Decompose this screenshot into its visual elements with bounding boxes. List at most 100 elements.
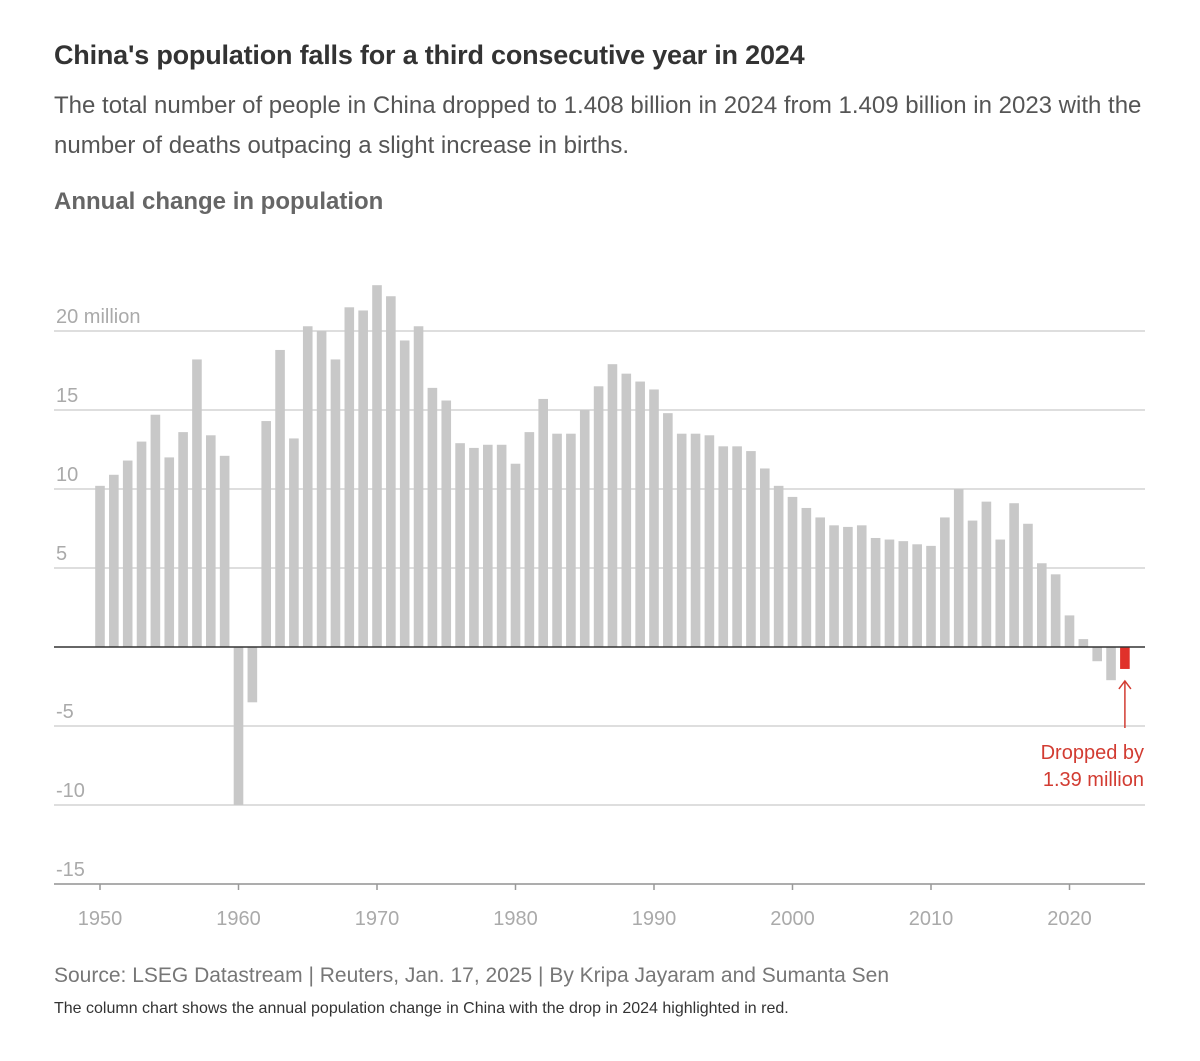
bar-2006 [870, 537, 881, 647]
x-tick-label-1950: 1950 [78, 908, 123, 930]
bar-1982 [538, 398, 548, 647]
bar-2022 [1092, 647, 1102, 662]
bar-2011 [940, 517, 950, 647]
bar-1999 [773, 485, 784, 647]
bar-1952 [122, 460, 133, 647]
bar-1987 [607, 364, 618, 647]
bar-2004 [843, 526, 853, 647]
x-tick-label-1980: 1980 [493, 908, 538, 930]
bar-1962 [261, 421, 271, 647]
bar-2019 [1050, 574, 1061, 647]
bar-2005 [856, 525, 867, 647]
y-tick-label-20: 20 million [56, 306, 140, 328]
bar-1968 [344, 307, 355, 647]
bar-2002 [815, 517, 825, 647]
chart-section-title: Annual change in population [54, 188, 384, 215]
bar-1970 [372, 285, 382, 647]
chart-subtitle: The total number of people in China drop… [54, 92, 1142, 159]
bar-1998 [760, 468, 770, 647]
bar-1967 [330, 359, 341, 647]
bar-1989 [635, 381, 645, 647]
bar-1953 [136, 441, 147, 647]
bar-2009 [912, 544, 922, 647]
annotation-arrow-head [1118, 679, 1132, 690]
x-tick-label-1990: 1990 [632, 908, 677, 930]
bar-2016 [1009, 503, 1019, 647]
annotation-line-1: Dropped by [1041, 742, 1144, 764]
bar-1988 [621, 373, 632, 647]
bar-1969 [358, 310, 368, 647]
x-tick-label-2010: 2010 [909, 908, 954, 930]
y-tick-label-15: 15 [56, 385, 78, 407]
bar-1971 [386, 296, 396, 647]
bar-1984 [566, 433, 576, 647]
x-tick-label-2020: 2020 [1047, 908, 1092, 930]
bar-2007 [884, 539, 895, 647]
bar-2024 [1120, 647, 1130, 669]
annotation: Dropped by 1.39 million [1041, 679, 1144, 791]
chart-title: China's population falls for a third con… [54, 40, 805, 70]
bar-1992 [676, 433, 687, 647]
bar-1975 [441, 400, 452, 647]
bar-1991 [663, 413, 673, 647]
bar-2017 [1023, 523, 1033, 647]
bar-2020 [1064, 615, 1075, 647]
x-tick-label-1960: 1960 [216, 908, 261, 930]
axes [54, 646, 1145, 890]
bar-1961 [247, 647, 258, 703]
bar-1954 [150, 414, 161, 647]
bar-2001 [801, 507, 812, 647]
chart-description: The column chart shows the annual popula… [54, 1000, 789, 1017]
x-tick-label-2000: 2000 [770, 908, 815, 930]
bar-1978 [483, 444, 493, 647]
bar-1965 [302, 326, 313, 647]
bar-1997 [746, 451, 756, 647]
bar-2013 [967, 520, 978, 647]
bar-2018 [1037, 563, 1047, 647]
bar-2008 [898, 541, 909, 647]
bar-1957 [192, 359, 202, 647]
bar-2010 [926, 545, 936, 647]
bar-1983 [552, 433, 562, 647]
bar-1972 [399, 340, 410, 647]
bar-2003 [829, 525, 839, 647]
y-tick-label--10: -10 [56, 780, 85, 802]
annotation-line-2: 1.39 million [1043, 769, 1144, 791]
bar-1986 [593, 386, 604, 647]
bar-1950 [95, 485, 105, 647]
bar-2000 [787, 496, 798, 647]
bar-2012 [953, 489, 964, 647]
bar-1974 [427, 387, 438, 647]
x-tick-label-1970: 1970 [355, 908, 400, 930]
bar-1979 [496, 444, 507, 647]
bar-1996 [732, 446, 742, 647]
bar-1958 [206, 435, 216, 647]
bar-1956 [178, 432, 188, 647]
bar-1951 [109, 474, 119, 647]
bar-1964 [289, 438, 299, 647]
bar-1980 [510, 463, 521, 647]
bar-1976 [455, 443, 465, 647]
bar-1959 [219, 455, 230, 647]
bar-1990 [649, 389, 659, 647]
bar-1963 [275, 349, 285, 647]
x-tick-labels: 1950 1960 1970 1980 1990 2000 2010 2020 [78, 908, 1092, 930]
bar-1993 [690, 433, 701, 647]
bar-2023 [1106, 647, 1116, 681]
bar-2014 [981, 501, 992, 647]
bar-1994 [704, 435, 715, 647]
bar-2015 [995, 539, 1006, 647]
bar-2021 [1078, 639, 1089, 647]
bar-1981 [524, 432, 535, 647]
bar-1985 [579, 410, 590, 647]
bar-1973 [413, 326, 424, 647]
y-tick-label-10: 10 [56, 464, 78, 486]
bar-1955 [164, 457, 175, 647]
bar-1966 [316, 331, 327, 647]
bars [95, 285, 1130, 805]
y-tick-labels: 20 million 15 10 5 -5 -10 -15 [56, 306, 140, 881]
bar-1960 [233, 647, 244, 805]
y-tick-label--15: -15 [56, 859, 85, 881]
bar-1977 [469, 447, 479, 647]
